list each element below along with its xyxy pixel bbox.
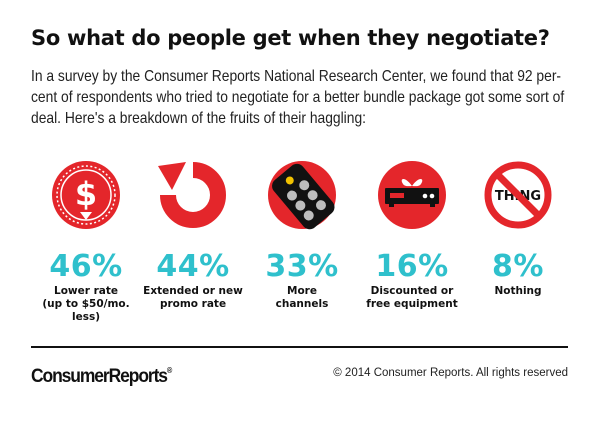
refresh-arrow-icon: [158, 162, 226, 228]
stat-percent: 16%: [375, 249, 449, 284]
stat-label-line2: channels: [275, 298, 329, 310]
stat-label: Discounted or free equipment: [357, 285, 467, 311]
stats-row: $ 46% Lower rate (up to $50/mo. less) 44…: [31, 160, 571, 330]
remote-control-icon: [268, 161, 336, 230]
stat-label: Nothing: [463, 285, 573, 298]
svg-text:$: $: [75, 175, 97, 213]
page-title: So what do people get when they negotiat…: [31, 26, 550, 50]
stat-label-line1: Nothing: [494, 285, 542, 297]
stat-percent: 8%: [492, 249, 544, 284]
stat-label-line1: More: [287, 285, 317, 297]
stat-label: Lower rate (up to $50/mo. less): [31, 285, 141, 324]
stat-label-line2: promo rate: [159, 298, 227, 310]
logo-registered-mark: ®: [166, 366, 173, 375]
no-thing-icon: THING: [484, 161, 552, 229]
logo-text: ConsumerReports: [31, 366, 168, 387]
stat-label-line1: Discounted or: [370, 285, 454, 297]
stat-percent: 44%: [156, 249, 230, 284]
copyright-text: © 2014 Consumer Reports. All rights rese…: [333, 367, 568, 379]
stat-label-line1: Lower rate: [54, 285, 118, 297]
stat-label: Extended or new promo rate: [138, 285, 248, 311]
stat-label: More channels: [247, 285, 357, 311]
stat-label-line2: free equipment: [366, 298, 458, 310]
footer-divider: [31, 346, 568, 348]
intro-paragraph: In a survey by the Consumer Reports Nati…: [31, 68, 565, 127]
stat-label-line1: Extended or new: [143, 285, 243, 297]
stat-percent: 33%: [265, 249, 339, 284]
stat-percent: 46%: [49, 249, 123, 284]
consumer-reports-logo: ConsumerReports®: [31, 366, 172, 388]
stat-label-line2: (up to $50/mo. less): [42, 298, 130, 323]
dollar-down-icon: $: [52, 161, 120, 229]
gift-box-icon: [378, 161, 446, 229]
